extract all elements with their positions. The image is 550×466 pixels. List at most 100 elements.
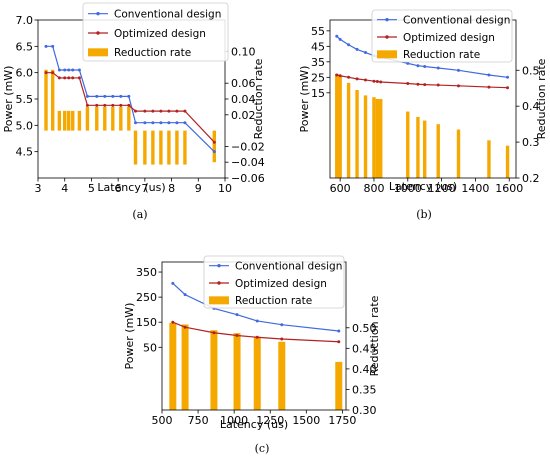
y2-axis-label: Reduction rate: [535, 58, 548, 139]
reduction-rate-bar: [487, 140, 491, 178]
reduction-rate-bar: [103, 106, 107, 131]
y2-axis-label: Reduction rate: [252, 58, 265, 139]
y-axis-label: Power (mW): [123, 303, 136, 370]
conventional-design-point: [175, 121, 179, 125]
optimized-design-point: [85, 103, 89, 107]
reduction-rate-bar: [181, 324, 189, 410]
reduction-rate-bar: [422, 120, 427, 178]
y-axis-label: Power (mW): [2, 66, 15, 133]
reduction-rate-bar: [151, 130, 155, 165]
x-tick-label: 5: [88, 182, 95, 195]
x-tick-label: 750: [188, 414, 209, 427]
conventional-design-point: [143, 121, 147, 125]
conventional-design-point: [406, 61, 410, 65]
optimized-design-point: [171, 320, 175, 324]
conventional-design-point: [436, 66, 440, 70]
optimized-design-point: [119, 103, 123, 107]
reduction-rate-bar: [372, 97, 376, 178]
conventional-design-point: [183, 121, 187, 125]
reduction-rate-bar: [416, 116, 420, 178]
reduction-rate-bar: [67, 110, 71, 131]
reduction-rate-bar: [127, 106, 131, 131]
legend-label: Optimized design: [403, 32, 495, 44]
optimized-design-point: [127, 103, 131, 107]
optimized-design-point: [487, 85, 491, 89]
reduction-rate-bar: [85, 106, 90, 131]
chart-panel-c: 500 750 1000 1250 1500 1750 50 150 250 350 0.30 0.3…: [123, 255, 381, 455]
conventional-design-point: [335, 34, 339, 38]
optimized-design-point: [77, 76, 81, 80]
reduction-rate-bar: [175, 130, 179, 165]
legend-swatch: [209, 296, 229, 305]
legend-marker: [217, 281, 221, 285]
x-tick-label: 1500: [292, 414, 320, 427]
reduction-rate-bar: [167, 130, 171, 165]
optimized-design-point: [436, 83, 440, 87]
reduction-rate-bar: [456, 129, 461, 178]
reduction-rate-bar: [183, 130, 187, 165]
reduction-rate-bar: [133, 130, 138, 165]
legend: Conventional design Optimized design Reduc…: [371, 9, 513, 63]
reduction-rate-bar: [169, 322, 177, 410]
y-axis-label: Power (mW): [298, 66, 311, 133]
y-tick-label: 250: [136, 291, 157, 304]
conventional-design-point: [171, 281, 175, 285]
optimized-design-point: [280, 337, 284, 341]
y2-tick-label: 0.10: [231, 46, 256, 59]
y2-tick-label: −0.02: [231, 140, 265, 153]
x-tick-label: 1750: [328, 414, 356, 427]
reduction-rate-bar: [355, 90, 359, 178]
y-tick-label: 5.0: [16, 119, 34, 132]
conventional-design-point: [44, 44, 48, 48]
legend-box: [203, 255, 345, 309]
reduction-rate-bar: [436, 124, 440, 178]
reduction-rate-bar: [338, 75, 342, 178]
legend-marker: [96, 11, 100, 16]
reduction-rate-bar: [50, 69, 55, 131]
reduction-rate-bar: [44, 69, 48, 131]
optimized-design-point: [134, 109, 138, 113]
conventional-design-point: [280, 323, 284, 327]
optimized-design-point: [151, 109, 155, 113]
x-axis-label: Latency (us): [97, 181, 165, 194]
conventional-design-point: [67, 68, 71, 72]
optimized-design-point: [406, 82, 410, 86]
optimized-design-point: [337, 340, 341, 344]
conventional-design-point: [51, 44, 55, 48]
legend-marker: [96, 31, 100, 35]
y2-tick-label: 0.50: [352, 322, 377, 335]
conventional-design-point: [103, 94, 107, 98]
reduction-rate-bar: [335, 73, 339, 178]
reduction-rate-bar: [95, 106, 99, 131]
conventional-design-point: [347, 43, 351, 47]
legend-marker: [385, 35, 389, 39]
chart-panel-a: 3 4 5 6 7 8 9 10 4.5 5.0 5.5 6.0 6.5 7.0 −0.06 −0.04 −0.…: [2, 2, 265, 221]
optimized-design-point: [183, 325, 187, 329]
conventional-design-point: [487, 73, 491, 77]
optimized-design-point: [175, 109, 179, 113]
reduction-rate-bar: [71, 110, 75, 131]
y2-tick-label: 0.02: [231, 109, 256, 122]
optimized-design-point: [159, 109, 163, 113]
conventional-design-point: [337, 329, 341, 333]
panel-caption: (c): [255, 442, 270, 455]
reduction-rate-bar: [57, 110, 62, 131]
legend-label: Reduction rate: [403, 49, 480, 61]
x-tick-label: 10: [218, 182, 232, 195]
conventional-design-point: [119, 94, 123, 98]
x-tick-label: 500: [152, 414, 173, 427]
conventional-design-point: [423, 64, 427, 68]
conventional-design-point: [506, 75, 510, 79]
optimized-design-point: [57, 76, 61, 80]
optimized-design-point: [423, 83, 427, 87]
panel-caption: (b): [416, 208, 432, 221]
reduction-rate-bar: [363, 95, 368, 178]
legend-swatch: [377, 50, 397, 59]
reduction-rate-bar: [210, 330, 218, 410]
x-axis-label: Latency (us): [389, 180, 457, 193]
conventional-design-point: [57, 68, 61, 72]
panel-caption: (a): [132, 208, 147, 221]
legend-marker: [217, 263, 221, 268]
y-tick-label: 5.5: [16, 93, 34, 106]
